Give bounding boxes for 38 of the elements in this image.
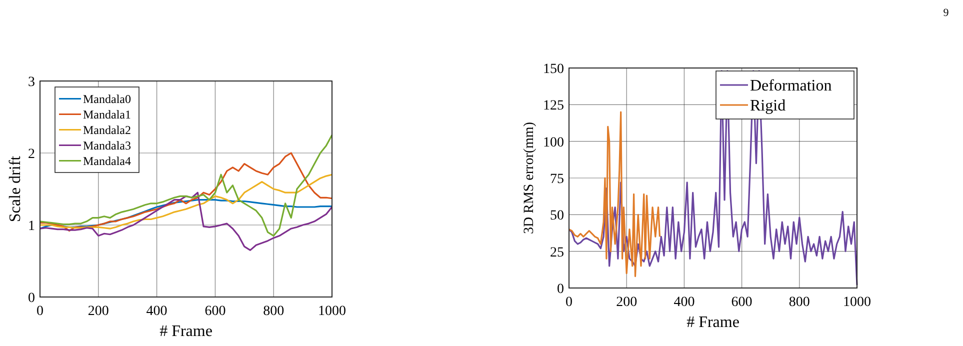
y-axis-title: Scale drift	[7, 155, 24, 222]
y-tick-label: 75	[550, 172, 564, 187]
legend-label: Mandala4	[83, 154, 131, 168]
y-tick-label: 3	[28, 75, 35, 90]
x-tick-label: 200	[616, 295, 638, 310]
y-tick-label: 50	[550, 208, 564, 224]
legend-label: Rigid	[750, 98, 786, 115]
x-tick-label: 200	[88, 304, 109, 319]
y-tick-label: 2	[28, 147, 35, 162]
legend-label: Mandala0	[83, 92, 131, 106]
x-tick-label: 400	[146, 304, 168, 319]
x-tick-label: 600	[204, 304, 226, 319]
y-tick-label: 1	[28, 219, 35, 234]
x-tick-label: 400	[674, 295, 695, 310]
legend-label: Mandala3	[83, 138, 131, 152]
legend-label: Deformation	[750, 78, 832, 95]
x-axis-title: # Frame	[686, 314, 740, 331]
line-series	[39, 152, 333, 232]
legend-label: Mandala2	[83, 122, 131, 137]
line-series	[39, 174, 333, 230]
x-tick-label: 800	[263, 304, 284, 319]
y-tick-label: 150	[543, 62, 564, 77]
y-tick-label: 25	[550, 245, 564, 260]
line-series	[39, 134, 333, 237]
line-series	[568, 111, 661, 278]
x-tick-label: 1000	[843, 295, 871, 310]
y-axis-title: 3D RMS error(mm)	[522, 122, 537, 234]
y-tick-label: 0	[557, 282, 564, 297]
x-tick-label: 1000	[318, 304, 346, 319]
legend-label: Mandala1	[83, 107, 131, 122]
x-tick-label: 800	[788, 295, 810, 310]
y-tick-label: 100	[543, 135, 564, 150]
y-tick-label: 125	[543, 98, 564, 114]
line-series	[39, 192, 333, 251]
text: 9	[943, 7, 950, 19]
line-series	[39, 199, 333, 230]
x-axis-title: # Frame	[160, 323, 212, 340]
x-tick-label: 600	[731, 295, 752, 310]
